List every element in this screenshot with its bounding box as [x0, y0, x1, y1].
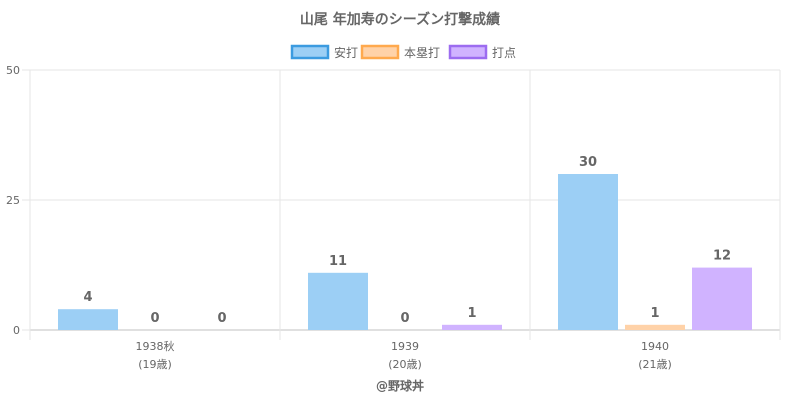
data-label: 4 [83, 290, 92, 305]
data-label: 0 [400, 311, 409, 326]
legend-item: 安打 [290, 44, 358, 60]
x-tick-label: 1940 [641, 340, 669, 353]
credit-label: @野球丼 [376, 378, 424, 393]
bar [558, 174, 618, 330]
legend-swatch [290, 44, 330, 60]
data-label: 1 [650, 306, 659, 321]
x-tick-label: (20歳) [388, 358, 422, 371]
legend-label: 本塁打 [404, 46, 440, 60]
legend-swatch [448, 44, 488, 60]
data-label: 0 [217, 311, 226, 326]
legend-item: 本塁打 [360, 44, 440, 60]
y-tick-label: 25 [6, 194, 20, 207]
x-tick-label: 1939 [391, 340, 419, 353]
data-label: 0 [150, 311, 159, 326]
y-tick-label: 50 [6, 64, 20, 77]
bars [58, 174, 752, 330]
gridlines [22, 69, 781, 340]
bar [58, 309, 118, 330]
legend-label: 安打 [334, 45, 358, 60]
bar [308, 272, 368, 330]
data-labels: 4 0 0 11 0 1 30 1 12 [83, 155, 731, 326]
legend-item: 打点 [448, 44, 516, 60]
data-label: 30 [579, 155, 597, 170]
data-label: 1 [467, 306, 476, 321]
x-axis-ticks: 1938秋 (19歳) 1939 (20歳) 1940 (21歳) [136, 339, 672, 371]
y-tick-label: 0 [13, 324, 20, 337]
chart-title: 山尾 年加寿のシーズン打撃成績 [300, 11, 500, 28]
x-tick-label: (19歳) [138, 358, 172, 371]
bar [625, 324, 685, 330]
bar [692, 267, 752, 330]
x-tick-label: (21歳) [638, 358, 672, 371]
bar [442, 324, 502, 330]
legend-label: 打点 [492, 46, 516, 60]
data-label: 11 [329, 254, 347, 269]
data-label: 12 [713, 249, 731, 264]
y-axis-ticks: 0 25 50 [6, 64, 20, 337]
legend-swatch [360, 44, 400, 60]
legend: 安打 本塁打 打点 [290, 44, 516, 60]
x-tick-label: 1938秋 [136, 339, 175, 353]
